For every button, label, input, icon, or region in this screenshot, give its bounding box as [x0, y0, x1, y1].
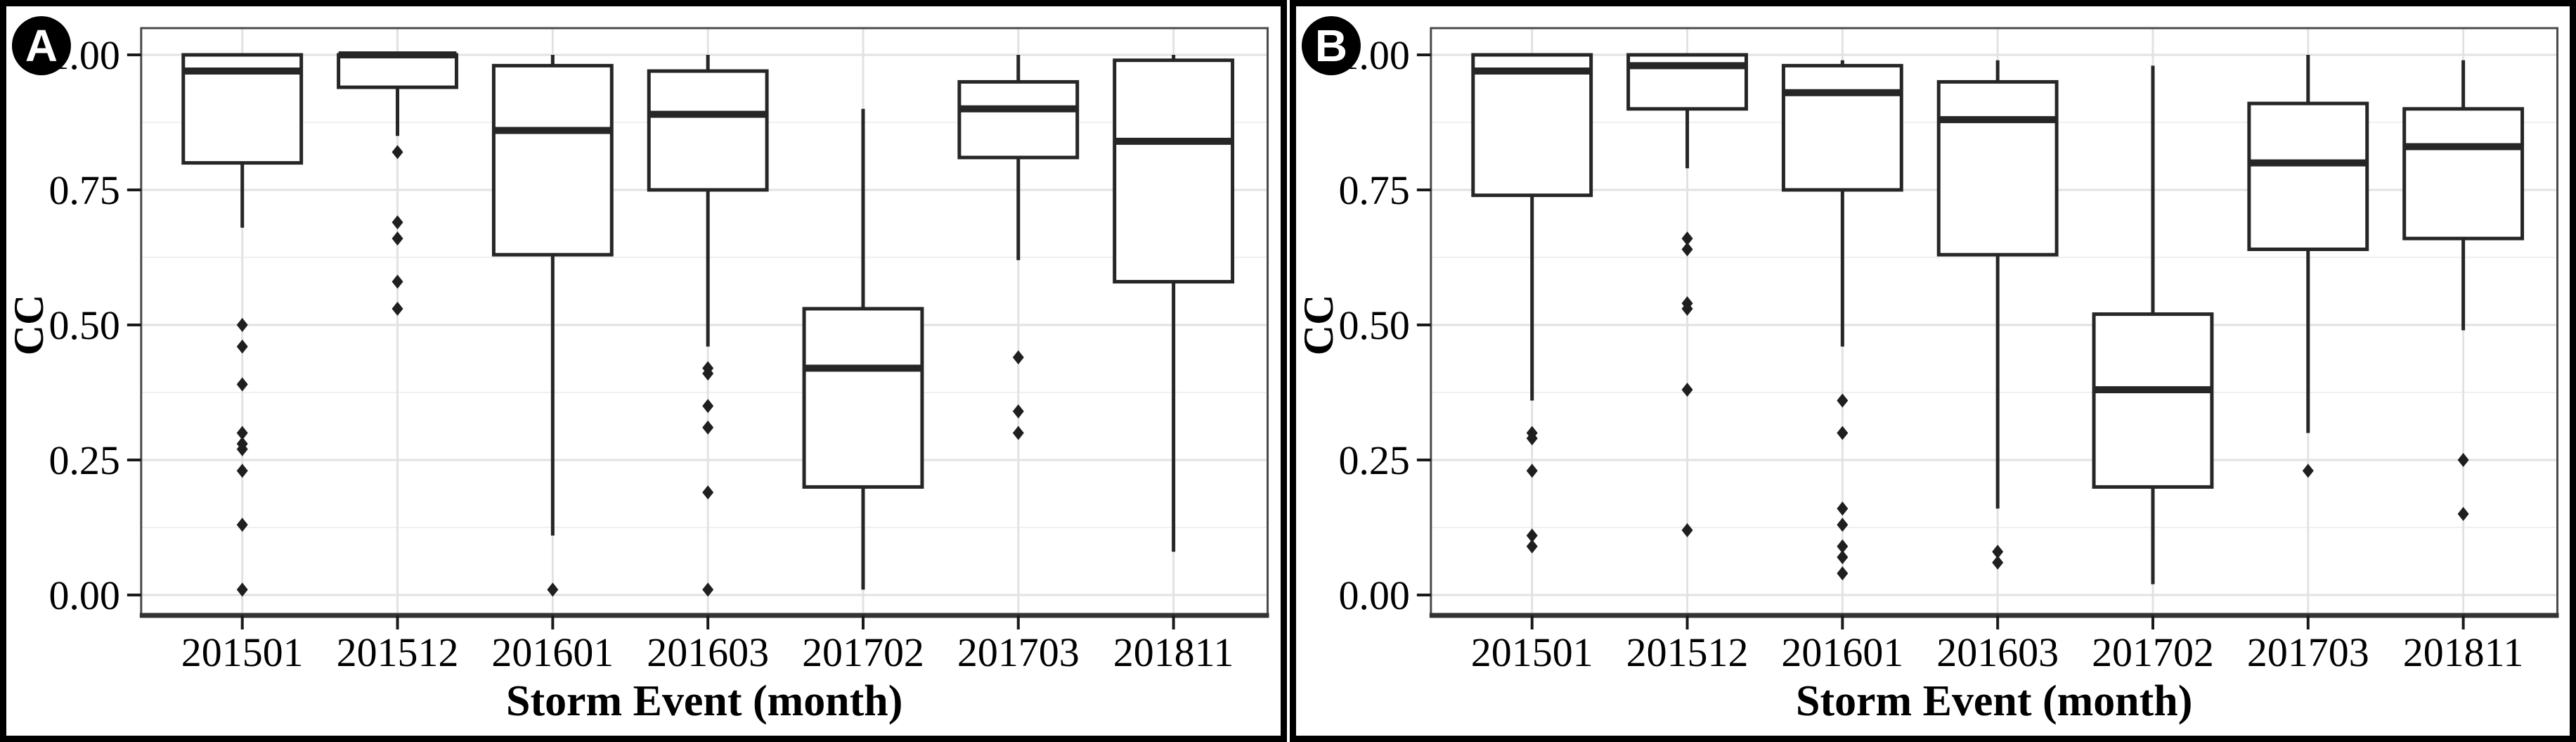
box-iqr-201702 [802, 307, 924, 489]
y-axis-title: CC [1296, 295, 1342, 356]
y-tick-label-0.75: 0.75 [1338, 167, 1409, 213]
outlier-point-201601-3 [1836, 518, 1848, 532]
box-iqr-201702 [2092, 312, 2213, 489]
x-tick-label-201811: 201811 [1113, 629, 1234, 675]
outlier-point-201501-1 [236, 339, 248, 354]
panel-label-letter: A [25, 20, 58, 71]
boxplot-201811 [1113, 55, 1235, 552]
boxplot-201603 [1936, 60, 2059, 570]
outlier-point-201703-2 [1012, 426, 1024, 440]
x-tick-label-201512: 201512 [1626, 629, 1748, 675]
x-tick-label-201703: 201703 [2246, 629, 2369, 675]
outlier-point-201501-6 [236, 463, 248, 478]
outlier-point-201512-1 [1681, 242, 1693, 257]
outlier-point-201603-4 [702, 485, 714, 500]
outlier-point-201512-4 [1681, 383, 1693, 397]
outlier-point-201601-2 [1836, 501, 1848, 516]
outlier-point-201512-1 [391, 215, 403, 230]
outlier-point-201512-5 [1681, 523, 1693, 537]
outlier-point-201601-1 [1836, 426, 1848, 440]
panel-b: 1.00 0.75 0.50 0.25 0.00 201501 201512 201601 20… [1289, 0, 2576, 742]
outlier-point-201501-0 [236, 318, 248, 332]
outlier-point-201501-4 [1526, 539, 1538, 554]
outlier-point-201603-2 [702, 399, 714, 414]
outlier-point-201603-1 [1991, 555, 2003, 570]
y-tick-label-0.00: 0.00 [1338, 573, 1409, 618]
boxplot-201702 [802, 108, 924, 590]
box-iqr-201703 [2246, 101, 2369, 251]
outlier-point-201703-0 [1012, 350, 1024, 365]
boxplot-201601 [491, 55, 614, 597]
outlier-point-201603-1 [702, 366, 714, 381]
outlier-point-201512-0 [1681, 231, 1693, 246]
y-tick-label-0.25: 0.25 [1338, 437, 1409, 483]
outlier-point-201512-3 [391, 274, 403, 289]
outlier-point-201601-5 [1836, 550, 1848, 565]
x-tick-label-201601: 201601 [1781, 629, 1903, 675]
outlier-point-201512-3 [1681, 301, 1693, 316]
outlier-point-201512-4 [391, 301, 403, 316]
outlier-point-201603-5 [702, 582, 714, 597]
box-iqr-201601 [491, 63, 614, 257]
y-tick-label-0.50: 0.50 [1338, 302, 1409, 348]
outlier-point-201703-0 [2302, 463, 2314, 478]
boxplot-201601 [1781, 60, 1903, 581]
box-iqr-201601 [1781, 63, 1903, 192]
outlier-point-201601-0 [1836, 393, 1848, 408]
outlier-point-201811-1 [2457, 506, 2469, 521]
x-tick-label-201501: 201501 [181, 629, 304, 675]
box-iqr-201501 [1470, 53, 1593, 198]
x-tick-label-201603: 201603 [647, 629, 769, 675]
x-tick-label-201702: 201702 [802, 629, 924, 675]
outlier-point-201501-2 [236, 377, 248, 392]
x-tick-label-201601: 201601 [491, 629, 614, 675]
outlier-point-201601-6 [1836, 566, 1848, 581]
outlier-point-201501-2 [1526, 463, 1538, 478]
boxplot-201501 [181, 53, 304, 597]
panel-label-badge [1301, 16, 1361, 75]
box-iqr-201811 [2402, 107, 2524, 241]
box-iqr-201811 [1113, 58, 1235, 284]
outlier-point-201501-1 [1526, 431, 1538, 446]
y-tick-label-0.00: 0.00 [48, 573, 119, 618]
y-axis-title: CC [6, 295, 52, 356]
outlier-point-201703-1 [1012, 404, 1024, 418]
x-tick-label-201702: 201702 [2092, 629, 2214, 675]
y-tick-label-0.25: 0.25 [48, 437, 119, 483]
boxplot-201603 [647, 55, 769, 597]
box-iqr-201703 [957, 79, 1080, 160]
boxplot-201702 [2092, 65, 2213, 584]
boxplot-201512 [337, 51, 458, 316]
panel-label-letter: B [1314, 20, 1347, 71]
x-axis-title: Storm Event (month) [1796, 677, 2192, 725]
y-tick-label-0.50: 0.50 [48, 302, 119, 348]
outlier-point-201501-3 [1526, 528, 1538, 543]
panel-a: 1.00 0.75 0.50 0.25 0.00 201501 201512 201601 20… [0, 0, 1287, 742]
x-tick-label-201603: 201603 [1936, 629, 2059, 675]
boxplot-201703 [2246, 55, 2369, 478]
boxplot-201501 [1470, 53, 1593, 554]
x-tick-label-201512: 201512 [337, 629, 459, 675]
boxplot-201703 [957, 55, 1080, 440]
boxplot-201512 [1626, 53, 1748, 537]
box-iqr-201603 [647, 69, 769, 192]
outlier-point-201603-3 [702, 420, 714, 435]
x-tick-label-201811: 201811 [2402, 629, 2523, 675]
outlier-point-201811-0 [2457, 453, 2469, 467]
outlier-point-201501-7 [236, 518, 248, 532]
panel-label-badge [11, 16, 71, 75]
box-iqr-201512 [337, 53, 458, 89]
y-tick-label-0.75: 0.75 [48, 167, 119, 213]
outlier-point-201601-0 [547, 582, 559, 597]
x-tick-label-201703: 201703 [957, 629, 1080, 675]
box-iqr-201603 [1936, 79, 2059, 257]
outlier-point-201512-2 [391, 231, 403, 246]
outlier-point-201512-0 [391, 145, 403, 160]
x-axis-title: Storm Event (month) [506, 677, 902, 725]
x-tick-label-201501: 201501 [1470, 629, 1593, 675]
